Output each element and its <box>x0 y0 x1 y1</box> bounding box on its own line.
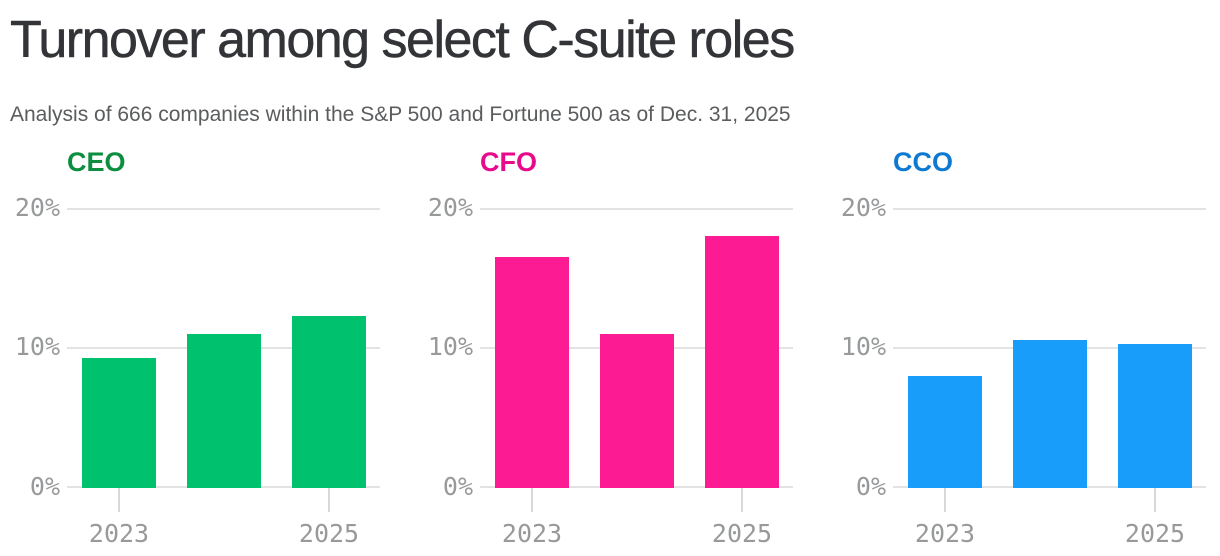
bar-cco-2025 <box>1118 343 1192 488</box>
chart-panel-cco: CCO 20% 10% 0% 2023 2025 <box>836 140 1206 548</box>
x-axis-tick-label: 2025 <box>1124 519 1186 548</box>
bar-cfo-2024 <box>600 334 674 488</box>
page-title: Turnover among select C-suite roles <box>10 11 796 69</box>
plot-area <box>67 208 380 512</box>
x-axis-tick-label: 2025 <box>298 519 360 548</box>
x-axis-tick <box>1154 488 1156 512</box>
gridline <box>67 208 380 210</box>
bar-ceo-2023 <box>82 357 156 488</box>
y-axis-tick-label: 10% <box>840 332 886 361</box>
y-axis-tick-label: 20% <box>14 193 60 222</box>
chart-panel-ceo: CEO 20% 10% 0% 2023 2025 <box>10 140 380 548</box>
chart-title-cfo: CFO <box>480 147 537 177</box>
chart-panel-cfo: CFO 20% 10% 0% 2023 2025 <box>423 140 793 548</box>
y-axis-tick-label: 0% <box>29 472 60 501</box>
x-axis-tick <box>741 488 743 512</box>
plot-area <box>480 208 793 512</box>
x-axis-tick-label: 2023 <box>501 519 563 548</box>
chart-subtitle: Analysis of 666 companies within the S&P… <box>10 103 791 126</box>
y-axis-tick-label: 20% <box>427 193 473 222</box>
x-axis-tick <box>944 488 946 512</box>
bar-cco-2024 <box>1013 339 1087 488</box>
y-axis-tick-label: 10% <box>427 332 473 361</box>
y-axis-tick-label: 20% <box>840 193 886 222</box>
chart-title-ceo: CEO <box>67 147 126 177</box>
chart-title-cco: CCO <box>893 147 953 177</box>
plot-area <box>893 208 1206 512</box>
small-multiples-row: CEO 20% 10% 0% 2023 2025 CFO 20% 10% 0% <box>0 140 1220 548</box>
bar-cfo-2025 <box>705 236 779 488</box>
x-axis-tick <box>328 488 330 512</box>
bar-cfo-2023 <box>495 257 569 488</box>
chart-header: Turnover among select C-suite roles Anal… <box>0 0 1220 128</box>
x-axis-tick <box>531 488 533 512</box>
x-axis-tick-label: 2025 <box>711 519 773 548</box>
gridline <box>480 208 793 210</box>
x-axis-tick-label: 2023 <box>88 519 150 548</box>
bar-ceo-2025 <box>292 315 366 488</box>
bar-ceo-2024 <box>187 334 261 488</box>
x-axis-tick-label: 2023 <box>914 519 976 548</box>
y-axis-tick-label: 10% <box>14 332 60 361</box>
bar-cco-2023 <box>908 376 982 488</box>
x-axis-tick <box>118 488 120 512</box>
y-axis-tick-label: 0% <box>855 472 886 501</box>
y-axis-tick-label: 0% <box>442 472 473 501</box>
gridline <box>893 208 1206 210</box>
